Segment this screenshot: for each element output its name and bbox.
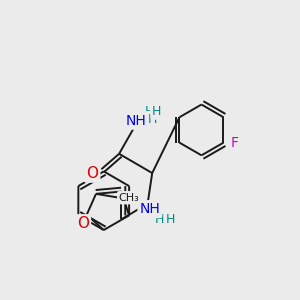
- Text: F: F: [230, 136, 238, 150]
- Text: H: H: [152, 105, 161, 118]
- Text: CH₃: CH₃: [119, 193, 140, 203]
- Text: H: H: [166, 213, 175, 226]
- Text: H: H: [145, 105, 154, 118]
- Text: H: H: [155, 213, 165, 226]
- Text: O: O: [77, 216, 89, 231]
- Text: N: N: [147, 202, 158, 216]
- Text: O: O: [86, 166, 98, 181]
- Text: H: H: [148, 113, 157, 126]
- Text: NH: NH: [140, 202, 160, 216]
- Text: NH: NH: [126, 114, 146, 128]
- Text: N: N: [132, 112, 142, 126]
